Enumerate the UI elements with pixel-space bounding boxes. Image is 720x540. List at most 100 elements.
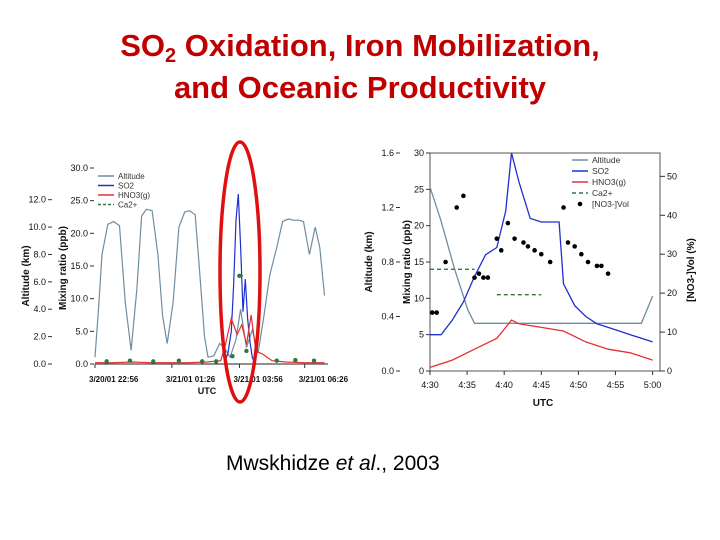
left-tick-label: 4.0 [33,304,46,314]
x-tick-label: 3/21/01 01:26 [166,375,216,384]
legend-label: SO2 [118,182,135,191]
altitude-tick-label: 0.4 [381,312,394,322]
no3-point [485,275,491,280]
no3-point [472,275,477,280]
right-tick-label: 20 [667,288,677,298]
mixing-tick-label: 20.0 [70,228,88,238]
plot-area [95,164,328,364]
mixing-tick-label: 25 [414,184,424,194]
ca-point [104,359,109,364]
no3-point [585,259,591,265]
ca-point [127,358,133,363]
no3-point [532,248,537,253]
legend-swatch [577,201,583,207]
left-axis-label: Altitude (km) [21,245,32,306]
mixing-tick-label: 25.0 [70,196,88,206]
highlight-ellipse [218,140,262,404]
series-altitude-line [94,208,326,359]
series-altitude-line [429,186,654,324]
left-tick-label: 2.0 [33,332,46,342]
no3-point [434,310,439,315]
ca-point [176,358,182,363]
x-tick-label: 4:45 [533,380,551,390]
x-tick-label: 3/21/01 03:56 [233,375,283,384]
mixing-axis-label: Mixing ratio (ppb) [58,226,69,310]
legend-label: HNO3(g) [118,191,150,200]
no3-point [561,205,566,210]
no3-point [521,240,526,245]
mixing-tick-label: 20 [414,221,424,231]
left-tick-label: 12.0 [28,195,46,205]
mixing-tick-label: 0.0 [75,359,88,369]
mixing-tick-label: 15.0 [70,261,88,271]
x-axis-label: UTC [198,386,217,396]
altitude-tick-label: 0.0 [381,366,394,376]
legend-label: Ca2+ [592,188,613,198]
no3-point [443,259,448,265]
legend-label: Altitude [592,155,621,165]
no3-point [547,259,553,265]
x-tick-label: 4:40 [495,380,513,390]
ca-point [274,358,279,363]
right-axis-label: [NO3-]Vol (%) [686,238,697,302]
right-tick-label: 50 [667,171,677,181]
ca-point [199,359,205,364]
x-axis-label: UTC [533,398,554,409]
x-tick-label: 4:50 [570,380,588,390]
altitude-axis-label: Altitude (km) [364,231,375,292]
left-tick-label: 0.0 [33,359,46,369]
ca-point [151,359,156,364]
mixing-tick-label: 5.0 [75,326,88,336]
legend-label: Ca2+ [118,201,138,210]
no3-point [525,244,531,249]
altitude-tick-label: 1.2 [381,203,394,213]
ca-point [244,348,249,354]
no3-point [599,263,604,269]
right-tick-label: 40 [667,210,677,220]
x-tick-label: 3/20/01 22:56 [89,375,139,384]
no3-point [454,205,460,210]
left-tick-label: 8.0 [33,249,46,259]
mixing-tick-label: 10.0 [70,294,88,304]
no3-point [461,193,466,199]
mixing-tick-label: 15 [414,257,424,267]
ca-point [213,359,219,364]
x-tick-label: 3/21/01 06:26 [299,375,349,384]
legend-label: Altitude [118,172,145,181]
mixing-tick-label: 10 [414,293,424,303]
x-tick-label: 5:00 [644,380,662,390]
slide-title-line-1: SO2 Oxidation, Iron Mobilization, [120,28,600,67]
no3-point [579,251,584,257]
no3-point [572,244,577,249]
mixing-tick-label: 30.0 [70,163,88,173]
right-tick-label: 30 [667,249,677,259]
altitude-tick-label: 0.8 [381,257,394,267]
no3-point [429,310,435,315]
no3-point [498,248,504,253]
no3-point [505,220,511,226]
legend-label: SO2 [592,166,609,176]
slide-title-line-2: and Oceanic Productivity [173,70,547,105]
no3-point [476,271,482,276]
mixing-tick-label: 0 [419,366,424,376]
legend-label: [NO3-]Vol [592,199,629,209]
no3-point [481,275,486,280]
no3-point [538,251,544,257]
ca-point [311,358,317,363]
ca-point [293,357,298,363]
mixing-tick-label: 30 [414,148,424,158]
right-tick-label: 0 [667,366,672,376]
no3-point [512,236,517,241]
no3-point [594,263,600,269]
no3-point [605,271,611,276]
series-hno3g-line [429,319,653,369]
no3-point [565,240,571,245]
no3-point [494,236,500,241]
x-tick-label: 4:55 [607,380,625,390]
series-so2-line [223,194,256,363]
series-so2-line [430,152,653,343]
mixing-tick-label: 5 [419,330,424,340]
